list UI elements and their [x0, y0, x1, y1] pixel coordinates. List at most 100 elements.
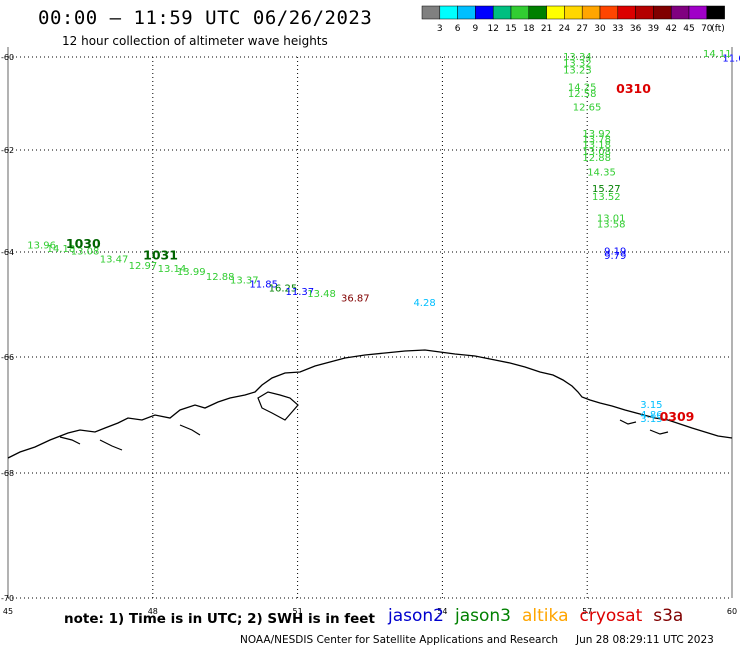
- lon-tick-label: 51: [293, 607, 303, 616]
- legend-swatch: [653, 5, 672, 20]
- legend-label: 9: [473, 24, 479, 34]
- wave-height-value: 11.6: [722, 54, 740, 65]
- legend-swatch: [617, 5, 636, 20]
- wave-height-value: 13.99: [177, 267, 206, 278]
- lat-tick-label: -70: [1, 594, 14, 603]
- legend-swatch: [439, 5, 458, 20]
- legend-label: 27: [576, 24, 587, 34]
- legend-swatch: [635, 5, 654, 20]
- track-time-label: 0310: [616, 81, 651, 96]
- wave-height-value: 13.37: [230, 276, 259, 287]
- legend-label: 12: [487, 24, 498, 34]
- coastline-inlet: [257, 391, 299, 421]
- credit-text: NOAA/NESDIS Center for Satellite Applica…: [240, 634, 558, 646]
- track-time-label: 1030: [66, 236, 101, 251]
- wave-height-value: 14.11: [703, 49, 732, 60]
- legend-swatch: [492, 5, 512, 20]
- lat-tick-label: -68: [1, 469, 14, 478]
- wave-height-value: 14.25: [568, 82, 597, 93]
- legend-swatch: [510, 5, 530, 20]
- satellite-s3a: s3a: [653, 606, 684, 626]
- legend-label: 6: [455, 24, 461, 34]
- legend-label: 21: [541, 24, 552, 34]
- wave-height-value: 12.88: [206, 272, 235, 283]
- timestamp: Jun 28 08:29:11 UTC 2023: [576, 634, 714, 646]
- wave-height-value: 13.92: [582, 129, 611, 140]
- legend-swatch: [475, 5, 494, 20]
- satellite-legend: jason2 jason3 altika cryosat s3a: [388, 606, 683, 626]
- graticule: 45 48 51 54 57 60 -60 -62 -64 -66 -68 -70: [1, 47, 737, 616]
- legend-swatch: [688, 5, 708, 20]
- wave-height-value: 13.23: [563, 66, 592, 77]
- wave-height-value: 12.97: [129, 261, 158, 272]
- lon-tick-label: 57: [582, 607, 592, 616]
- wave-height-value: 13.01: [597, 213, 626, 224]
- legend-swatch: [564, 5, 583, 20]
- legend-label: 45: [683, 24, 694, 34]
- subtitle: 12 hour collection of altimeter wave hei…: [62, 34, 328, 48]
- lat-tick-label: -60: [1, 53, 14, 62]
- legend-swatch: [457, 5, 476, 20]
- wave-height-value: 13.58: [597, 220, 626, 231]
- legend-unit: (ft): [711, 24, 725, 34]
- legend-swatch: [706, 5, 725, 20]
- wave-height-value: 13.52: [592, 192, 621, 203]
- legend-swatch: [670, 5, 690, 20]
- lat-tick-label: -66: [1, 353, 14, 362]
- wave-height-value: 16.25: [269, 283, 298, 294]
- legend-label: 70: [701, 24, 713, 34]
- satellite-altika: altika: [522, 606, 569, 626]
- lat-tick-label: -62: [1, 146, 14, 155]
- wave-height-value: 4.28: [413, 298, 435, 309]
- legend-label: 42: [665, 24, 676, 34]
- antarctic-coastline: [7, 349, 733, 459]
- wave-height-value: 13.48: [307, 289, 336, 300]
- wave-height-value: 9.79: [604, 251, 626, 262]
- wave-height-value: 13.96: [27, 240, 56, 251]
- wave-height-value: 13.14: [158, 264, 187, 275]
- satellite-jason3: jason3: [455, 606, 511, 626]
- credit-line: NOAA/NESDIS Center for Satellite Applica…: [240, 634, 714, 646]
- lon-tick-label: 48: [148, 607, 158, 616]
- lon-tick-label: 54: [437, 607, 447, 616]
- legend-label: 3: [437, 24, 443, 34]
- wave-height-value: 13.08: [582, 147, 611, 158]
- lon-tick-label: 45: [3, 607, 13, 616]
- wave-height-value: 13.47: [100, 255, 129, 266]
- wave-height-value: 3.13: [640, 414, 662, 425]
- wave-height-value: 4.86: [640, 410, 662, 421]
- track-time-label: 0309: [660, 409, 695, 424]
- wave-height-value: 12.65: [573, 102, 602, 113]
- wave-height-value: 13.08: [71, 247, 100, 258]
- lon-tick-label: 60: [727, 607, 737, 616]
- wave-height-value: 11.85: [249, 280, 278, 291]
- legend-label: 18: [523, 24, 535, 34]
- track-time-label: 1031: [143, 247, 178, 262]
- wave-height-value: 13.34: [563, 52, 592, 63]
- wave-height-value: 12.88: [582, 153, 611, 164]
- footer-note: note: 1) Time is in UTC; 2) SWH is in fe…: [64, 611, 375, 627]
- wave-height-value: 11.37: [286, 287, 315, 298]
- legend-label: 30: [594, 24, 606, 34]
- legend-swatch: [581, 5, 601, 20]
- wave-height-value: 14.35: [587, 168, 616, 179]
- wave-height-value: 9.19: [604, 247, 626, 258]
- legend-label: 36: [630, 24, 642, 34]
- wave-height-value: 12.58: [568, 89, 597, 100]
- wave-height-value: 13.18: [582, 140, 611, 151]
- title: 00:00 – 11:59 UTC 06/26/2023: [38, 7, 373, 29]
- wave-height-value: 13.78: [582, 135, 611, 146]
- legend-label: 39: [648, 24, 660, 34]
- wave-height-value: 36.87: [341, 293, 370, 304]
- legend-swatch: [528, 5, 547, 20]
- satellite-cryosat: cryosat: [579, 606, 643, 626]
- wave-height-value: 15.27: [592, 184, 621, 195]
- wave-height-value: 13.32: [563, 58, 592, 69]
- legend-label: 15: [505, 24, 516, 34]
- coastline-islands: [59, 419, 669, 451]
- color-legend: 3 6 9 12 15 18 21 24 27 30 33 36 39 42 45 70(ft): [421, 5, 725, 34]
- wave-height-value: 3.15: [640, 400, 662, 411]
- legend-swatch: [421, 5, 441, 20]
